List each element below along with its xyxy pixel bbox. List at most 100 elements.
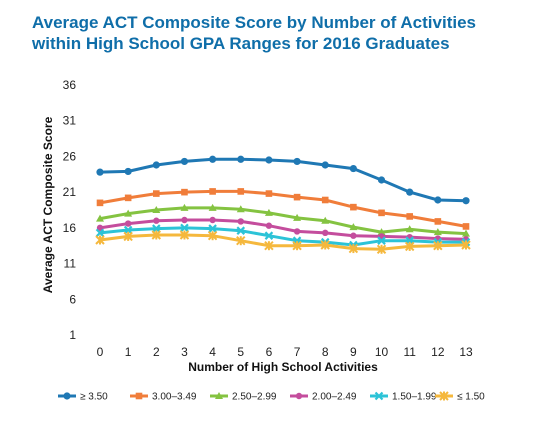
data-point	[461, 240, 471, 250]
data-point	[376, 244, 387, 254]
data-point	[237, 188, 245, 195]
data-point	[264, 208, 273, 216]
data-point	[180, 203, 189, 211]
series-group	[96, 203, 470, 237]
legend-item: 3.00–3.49	[130, 392, 197, 403]
x-tick-label: 8	[322, 345, 329, 359]
data-point	[434, 196, 442, 204]
chart-title-line-1: Average ACT Composite Score by Number of…	[32, 13, 476, 32]
data-point	[462, 229, 470, 237]
data-point	[152, 161, 160, 169]
series-line	[98, 157, 468, 203]
data-point	[377, 236, 386, 245]
data-point	[293, 228, 301, 235]
legend-marker	[63, 392, 71, 400]
data-point	[378, 209, 385, 217]
data-point	[123, 231, 133, 242]
y-tick-label: 6	[69, 292, 76, 306]
data-point	[321, 196, 329, 204]
series-layer	[95, 155, 471, 254]
data-point	[406, 213, 413, 220]
legend-label: 2.00–2.49	[312, 392, 357, 403]
data-point	[237, 155, 245, 163]
x-tick-label: 10	[375, 345, 389, 359]
data-point	[236, 205, 245, 213]
data-point	[292, 241, 302, 251]
series-line	[98, 218, 468, 241]
data-point	[208, 224, 217, 233]
data-point	[151, 230, 162, 240]
data-point	[462, 197, 470, 205]
data-point	[377, 176, 386, 184]
legend-item: 2.00–2.49	[290, 392, 357, 403]
data-point	[433, 228, 442, 236]
data-point	[95, 235, 105, 245]
x-axis-label: Number of High School Activities	[188, 360, 378, 374]
data-point	[405, 225, 414, 233]
data-point	[209, 216, 216, 224]
data-point	[152, 224, 161, 233]
data-point	[124, 220, 132, 227]
series-line	[98, 233, 468, 251]
legend-marker	[295, 392, 303, 400]
data-point	[153, 190, 160, 197]
data-point	[462, 223, 470, 230]
data-point	[348, 243, 359, 254]
y-tick-label: 1	[69, 328, 76, 342]
y-tick-label: 36	[63, 78, 77, 92]
data-point	[350, 232, 357, 239]
data-point	[236, 226, 246, 235]
series-group	[96, 216, 470, 243]
data-point	[265, 156, 273, 164]
series-line	[98, 226, 468, 247]
y-tick-label: 16	[63, 221, 77, 235]
data-point	[433, 241, 443, 251]
x-tick-label: 3	[181, 345, 188, 359]
data-point	[95, 228, 105, 238]
legend-label: 1.50–1.99	[392, 392, 437, 403]
legend-item: 2.50–2.99	[210, 392, 277, 403]
data-point	[406, 188, 414, 196]
chart-title: Average ACT Composite Score by Number of…	[32, 12, 512, 54]
y-axis-label: Average ACT Composite Score	[41, 116, 55, 293]
data-point	[209, 155, 217, 163]
data-point	[237, 218, 244, 225]
x-tick-label: 13	[459, 345, 473, 359]
chart-title-line-2: within High School GPA Ranges for 2016 G…	[32, 34, 450, 53]
data-point	[124, 194, 132, 202]
legend-label: ≤ 1.50	[457, 392, 485, 403]
series-group	[96, 155, 470, 205]
x-tick-label: 6	[266, 345, 273, 359]
data-point	[181, 216, 188, 224]
legend-item: ≤ 1.50	[435, 391, 485, 403]
legend-marker	[374, 391, 384, 401]
x-tick-label: 11	[403, 345, 416, 359]
data-point	[181, 188, 188, 196]
series-group	[95, 230, 471, 254]
data-point	[265, 222, 273, 229]
data-point	[124, 167, 132, 176]
x-tick-label: 4	[209, 345, 216, 359]
legend: ≥ 3.50 3.00–3.49 2.50–2.99 2.00–2.49 1.50–1.…	[58, 391, 485, 403]
data-point	[180, 157, 189, 166]
data-point	[321, 216, 330, 224]
data-point	[320, 240, 330, 250]
data-point	[321, 161, 329, 169]
data-point	[179, 230, 190, 240]
y-tick-label: 21	[63, 185, 77, 199]
data-point	[264, 241, 274, 251]
data-point	[124, 209, 133, 217]
x-tick-label: 7	[294, 345, 301, 359]
data-point	[434, 218, 442, 225]
x-tick-label: 2	[153, 345, 160, 359]
data-point	[293, 213, 302, 221]
data-point	[208, 203, 217, 211]
y-tick-label: 26	[63, 149, 77, 163]
data-point	[404, 241, 415, 252]
data-point	[349, 223, 358, 231]
x-tick-label: 5	[237, 345, 244, 359]
legend-item: 1.50–1.99	[370, 392, 437, 403]
y-tick-label: 31	[63, 114, 77, 128]
